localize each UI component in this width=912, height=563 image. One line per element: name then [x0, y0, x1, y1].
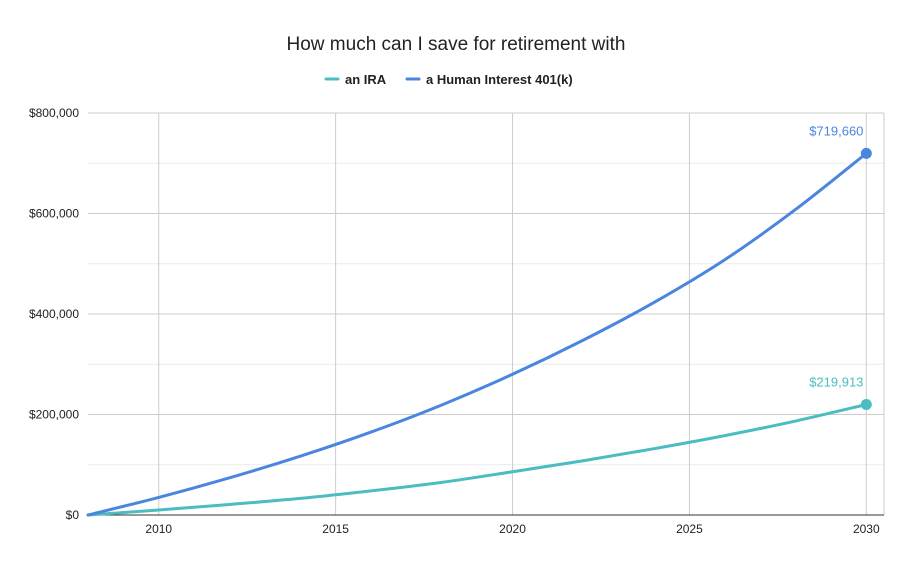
x-tick-label: 2015	[322, 522, 349, 536]
gridlines	[88, 112, 885, 515]
x-axis-ticks: 2010 2015 2020 2025 2030	[145, 522, 880, 536]
y-tick-label: $600,000	[29, 207, 79, 221]
legend-item-401k[interactable]: a Human Interest 401(k)	[405, 72, 573, 87]
end-value-label-401k: $719,660	[809, 123, 863, 138]
end-point-ira[interactable]	[860, 398, 872, 410]
series-layer: $219,913 $719,660	[86, 123, 872, 517]
x-tick-label: 2025	[676, 522, 703, 536]
legend-item-ira[interactable]: an IRA	[324, 72, 387, 87]
legend: an IRA a Human Interest 401(k)	[324, 72, 573, 87]
legend-label-ira: an IRA	[345, 72, 387, 87]
x-tick-label: 2020	[499, 522, 526, 536]
y-tick-label: $200,000	[29, 408, 79, 422]
legend-label-401k: a Human Interest 401(k)	[426, 72, 573, 87]
chart-title: How much can I save for retirement with	[287, 34, 626, 55]
y-tick-label: $400,000	[29, 307, 79, 321]
x-tick-label: 2030	[853, 522, 880, 536]
end-point-401k[interactable]	[860, 147, 872, 159]
y-tick-label: $0	[66, 508, 80, 522]
series-line-ira	[86, 402, 868, 517]
y-tick-label: $800,000	[29, 106, 79, 120]
x-tick-label: 2010	[145, 522, 172, 536]
y-axis-ticks: $0 $200,000 $400,000 $600,000 $800,000	[29, 106, 79, 522]
series-line-401k	[86, 151, 868, 517]
end-value-label-ira: $219,913	[809, 374, 863, 389]
